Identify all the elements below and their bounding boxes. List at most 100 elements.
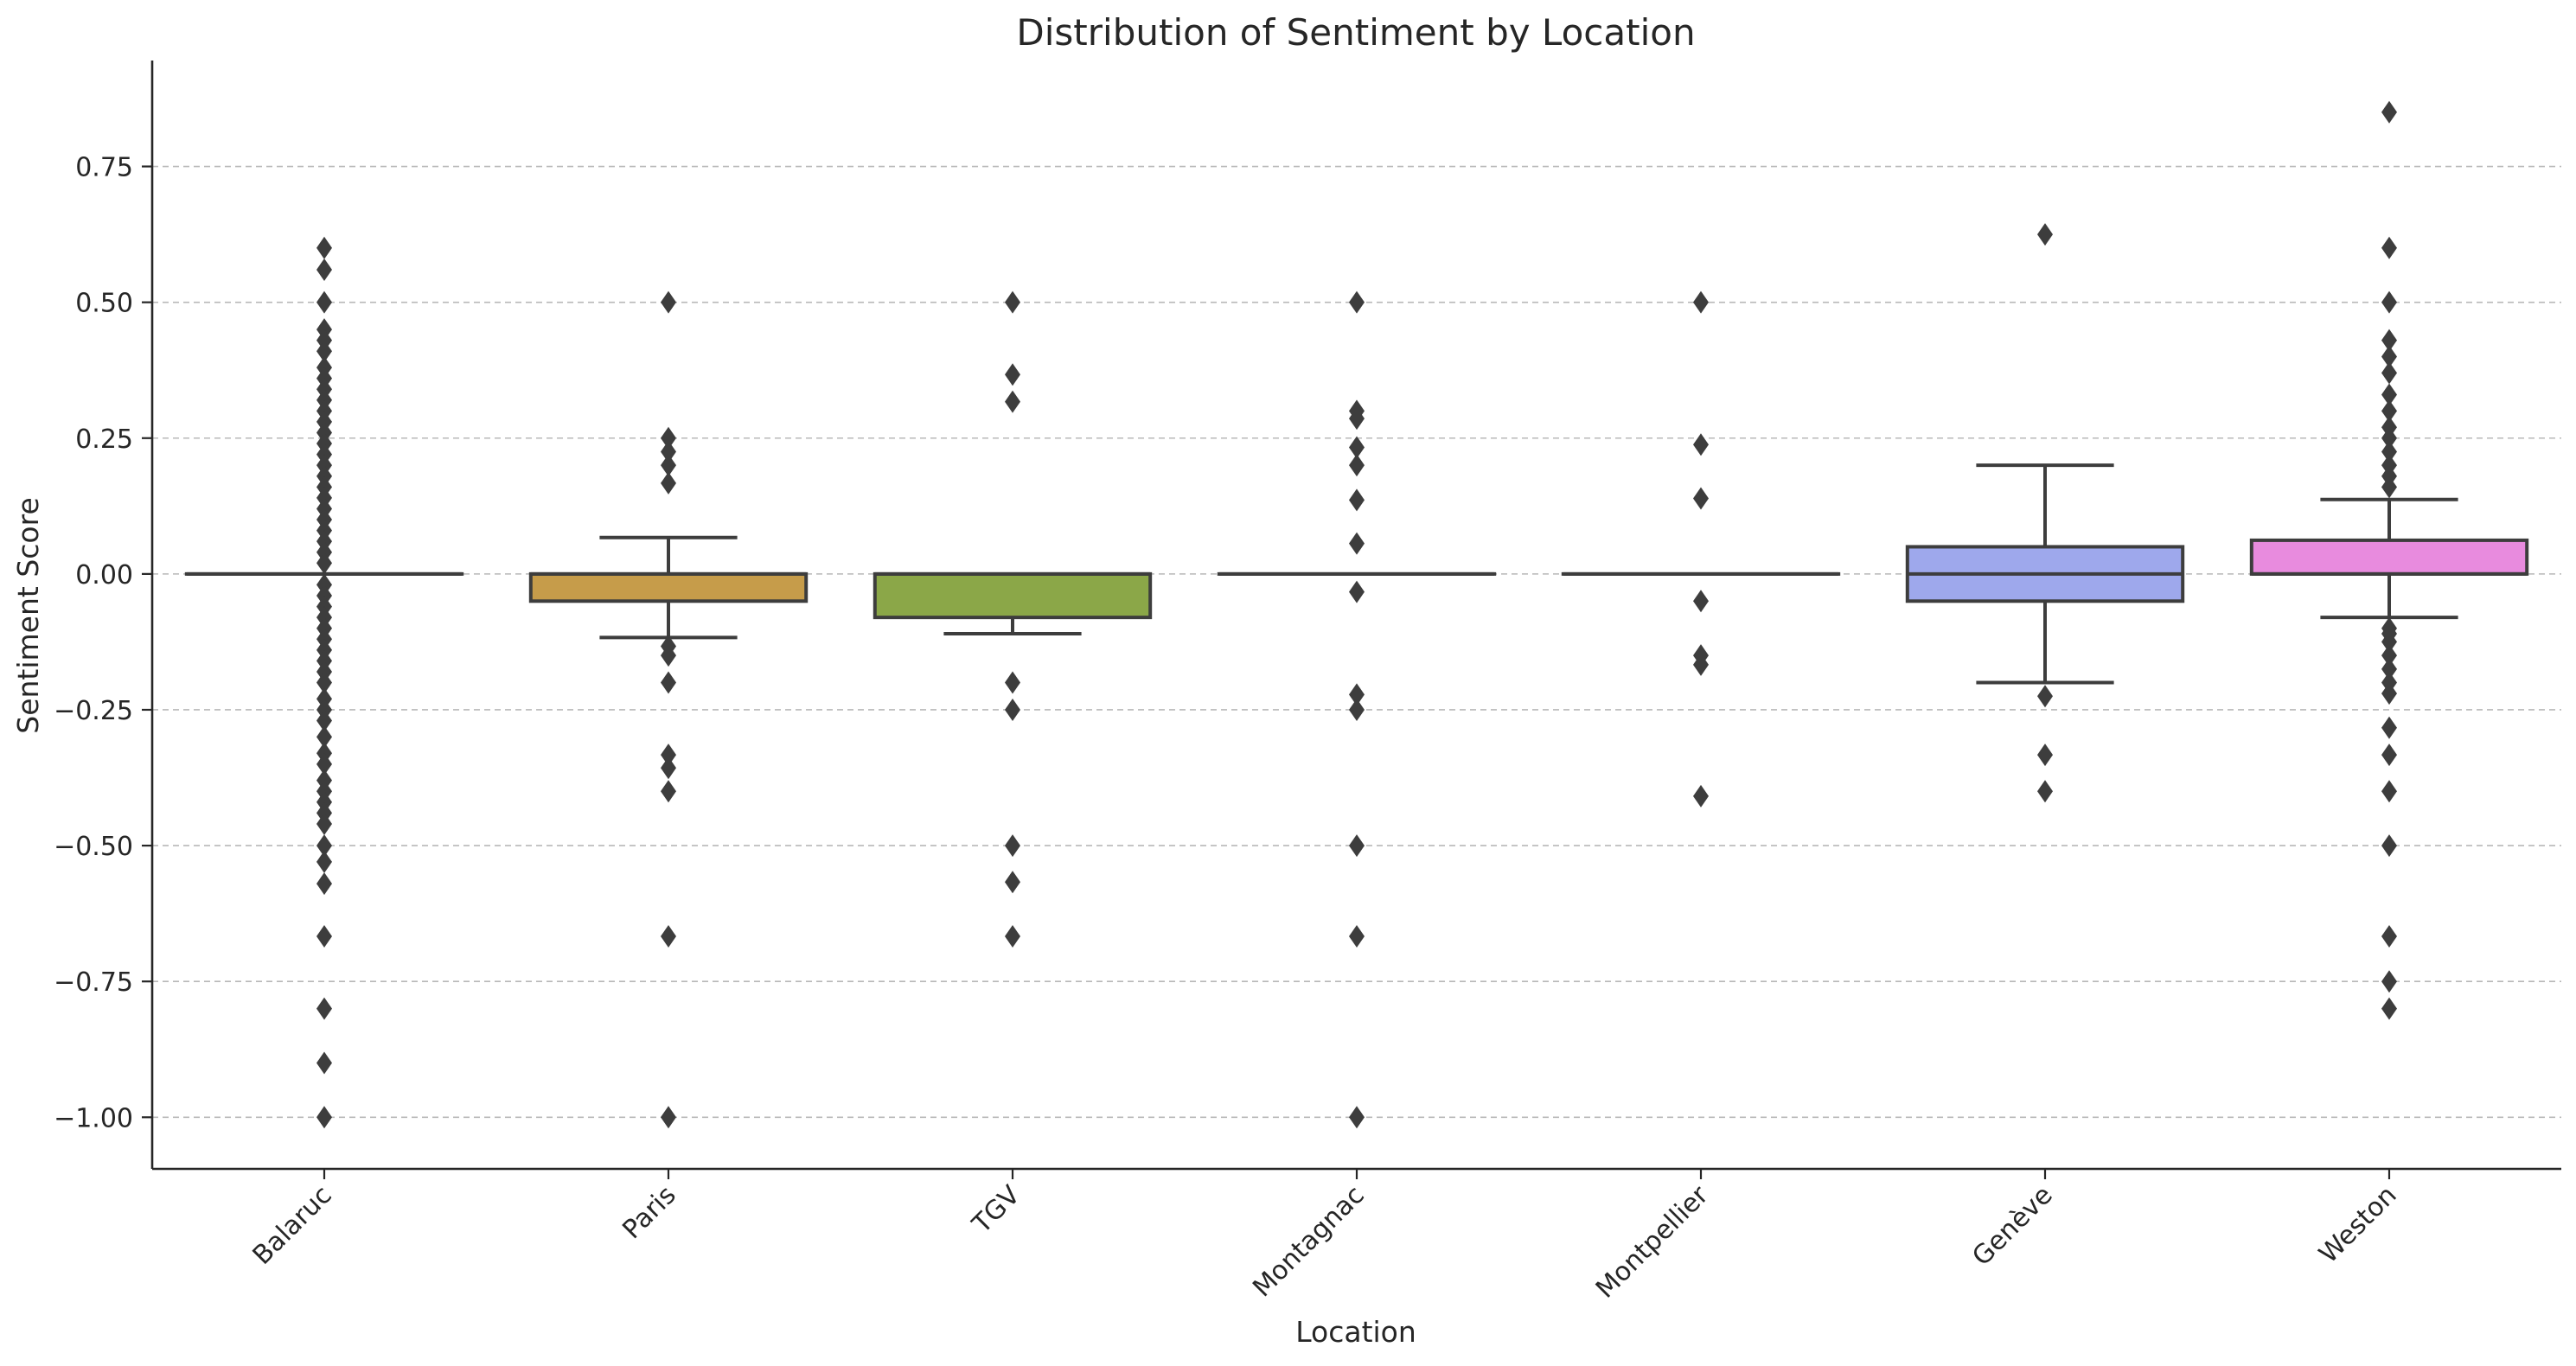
outlier-point [2381,744,2397,767]
outlier-point [1005,290,1020,314]
x-tick-label: Montpellier [1590,1179,1715,1304]
box-group [873,290,1153,948]
outlier-point [2381,997,2397,1020]
outlier-point [1693,487,1709,510]
outlier-point [2381,476,2397,499]
outlier-point [316,671,332,694]
outlier-point [1349,698,1365,721]
outlier-point [661,471,676,495]
x-tick-label: Weston [2313,1180,2402,1269]
chart-title: Distribution of Sentiment by Location [1016,11,1695,54]
outlier-point [316,725,332,749]
outlier-point [316,709,332,732]
outlier-point [2381,970,2397,993]
box-iqr [873,571,1153,620]
x-tick-label: TGV [966,1180,1026,1241]
box-group [2249,100,2529,1020]
outlier-point [1693,433,1709,456]
outlier-point [1005,871,1020,894]
outlier-point [1005,390,1020,413]
outlier-point [316,834,332,858]
box-group [1905,223,2185,803]
outlier-point [2381,657,2397,680]
outlier-point [661,671,676,694]
outlier-point [1349,488,1365,512]
outlier-point [661,426,676,450]
outlier-point [1005,925,1020,948]
box-iqr [2249,538,2529,576]
x-tick-label: Genève [1966,1180,2058,1272]
outlier-point [1005,834,1020,858]
outlier-point [2381,682,2397,705]
box-group [1217,290,1497,1129]
outlier-point [1693,653,1709,676]
outlier-point [2381,290,2397,314]
outlier-point [316,340,332,363]
outlier-point [2381,383,2397,406]
y-tick-label: −0.50 [54,832,133,862]
outlier-point [1349,436,1365,459]
outlier-point [2037,223,2053,246]
y-tick-label: −1.00 [54,1103,133,1133]
outlier-point [2381,329,2397,352]
outlier-point [661,454,676,477]
outlier-point [1693,784,1709,807]
outlier-point [1349,407,1365,431]
y-axis-label: Sentiment Score [11,497,45,734]
outlier-point [2381,644,2397,667]
outlier-point [316,925,332,948]
outlier-point [2037,685,2053,708]
outlier-point [2381,716,2397,739]
outlier-point [2381,361,2397,385]
x-tick-label: Paris [617,1180,681,1245]
box-layer [184,100,2529,1129]
outlier-point [661,290,676,314]
y-tick-label: 0.25 [75,424,133,455]
outlier-point [316,812,332,835]
outlier-point [2381,925,2397,948]
outlier-point [2381,345,2397,368]
box-group [184,236,464,1129]
x-axis-label: Location [1295,1315,1416,1349]
outlier-point [316,1051,332,1075]
outlier-point [1005,363,1020,386]
outlier-point [1349,683,1365,706]
outlier-point [1693,290,1709,314]
outlier-point [316,290,332,314]
outlier-point [1693,590,1709,613]
outlier-point [2381,399,2397,423]
y-tick-label: 0.00 [75,560,133,590]
outlier-point [1005,671,1020,694]
outlier-point [2381,834,2397,858]
outlier-point [1349,290,1365,314]
outlier-point [316,236,332,259]
outlier-point [2381,440,2397,463]
outlier-point [661,440,676,463]
y-tick-label: −0.25 [54,696,133,726]
outlier-point [2381,426,2397,450]
outlier-point [661,756,676,780]
y-tick-label: −0.75 [54,967,133,998]
y-tick-label: 0.50 [75,289,133,319]
box-group [1561,290,1841,807]
outlier-point [661,644,676,667]
outlier-point [316,258,332,281]
outlier-point [1349,580,1365,603]
outlier-point [1349,454,1365,477]
x-tick-label: Montagnac [1247,1180,1370,1303]
outlier-point [661,744,676,767]
outlier-point [1349,532,1365,555]
outlier-point [661,780,676,803]
outlier-point [316,997,332,1020]
outlier-point [316,872,332,896]
outlier-point [661,1106,676,1129]
outlier-point [2037,780,2053,803]
box-iqr [528,571,809,603]
outlier-point [2037,744,2053,767]
outlier-point [316,1106,332,1129]
y-tick-label: 0.75 [75,153,133,183]
outlier-point [2381,100,2397,124]
x-tick-label: Balaruc [247,1180,338,1271]
outlier-point [316,752,332,776]
